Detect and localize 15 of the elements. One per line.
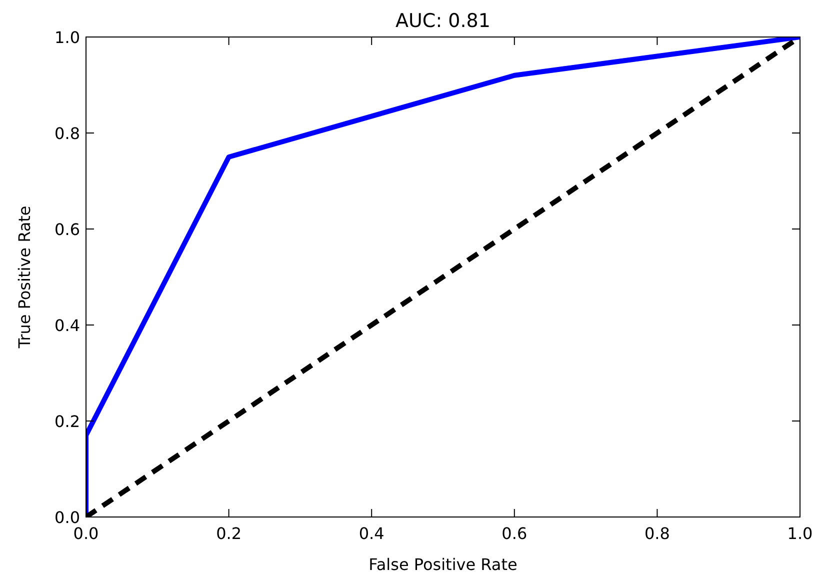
y-tick-label: 0.0 [54,508,80,527]
x-axis-title: False Positive Rate [368,555,518,574]
y-tick-label: 0.6 [54,220,80,239]
x-tick-label: 0.0 [73,524,99,543]
y-tick-label: 0.2 [54,412,80,431]
y-tick-label: 0.8 [54,124,80,143]
x-tick-label: 1.0 [787,524,813,543]
y-tick-label: 1.0 [54,28,80,47]
x-tick-label: 0.8 [644,524,670,543]
chart-title: AUC: 0.81 [396,10,490,32]
y-tick-label: 0.4 [54,316,80,335]
y-axis-title: True Positive Rate [15,206,34,350]
x-tick-label: 0.2 [216,524,242,543]
x-tick-label: 0.4 [358,524,384,543]
x-tick-label: 0.6 [502,524,528,543]
